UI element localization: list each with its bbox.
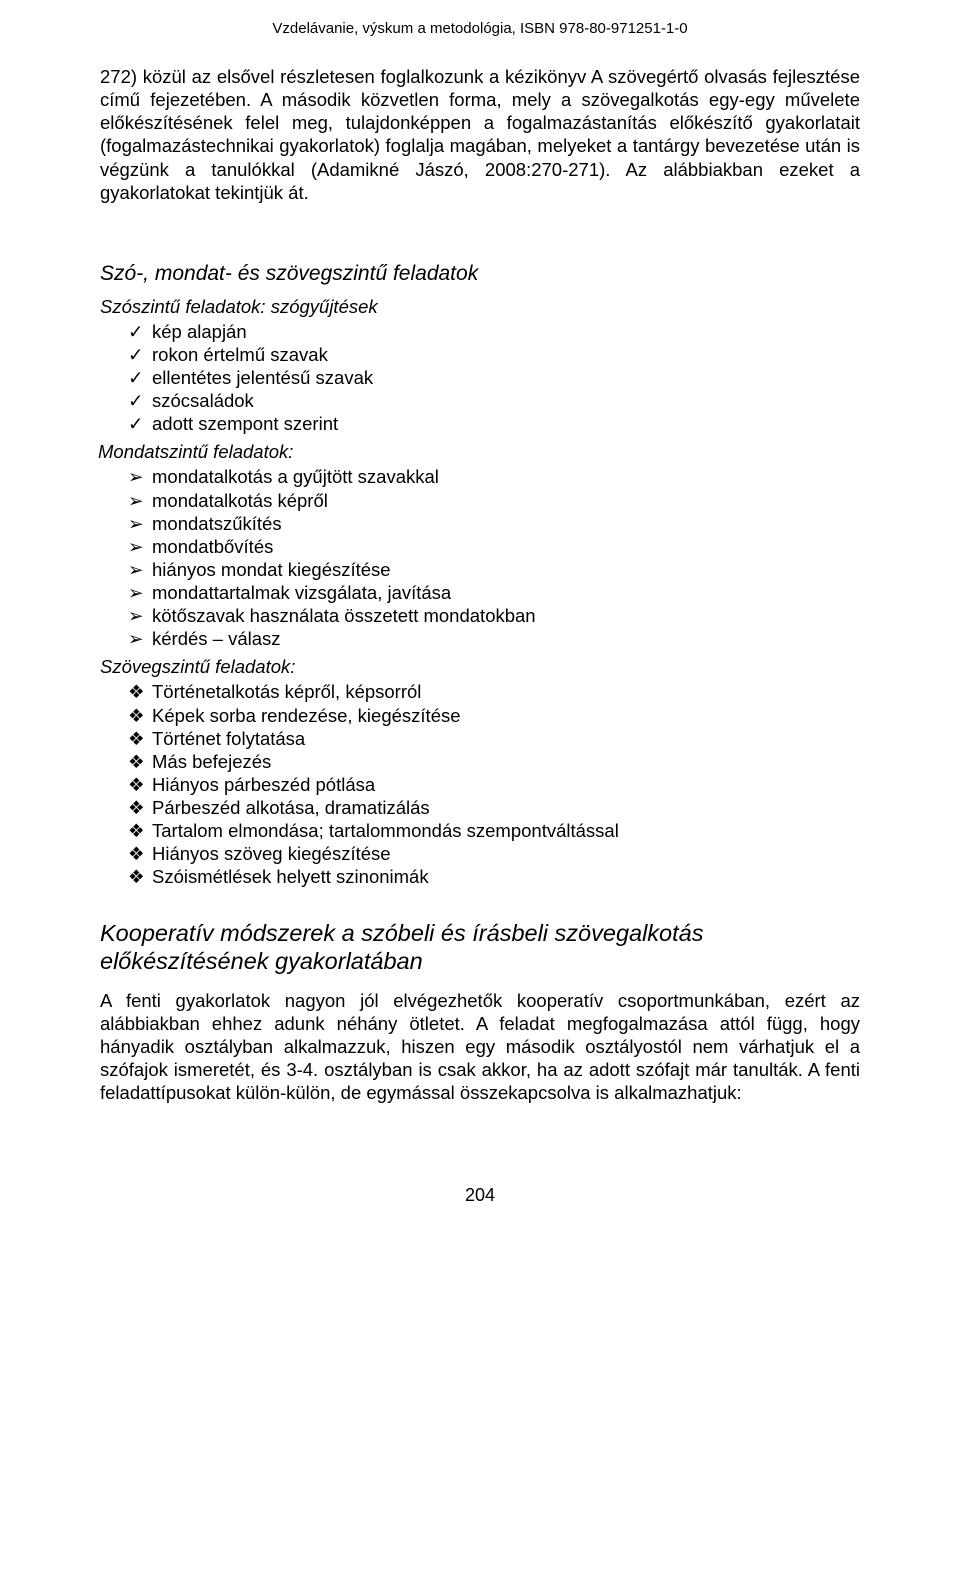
document-page: Vzdelávanie, výskum a metodológia, ISBN … <box>0 0 960 1585</box>
list-item-label: Képek sorba rendezése, kiegészítése <box>152 705 461 726</box>
diamond-icon: ❖ <box>128 842 145 865</box>
diamond-icon: ❖ <box>128 727 145 750</box>
list-item: ❖ Hiányos párbeszéd pótlása <box>100 773 860 796</box>
mondatszintu-list: ➢ mondatalkotás a gyűjtött szavakkal ➢ mon… <box>100 465 860 650</box>
diamond-icon: ❖ <box>128 680 145 703</box>
subheading-szoszintu: Szószintű feladatok: szógyűjtések <box>100 296 860 318</box>
list-item: ➢ mondatalkotás a gyűjtött szavakkal <box>100 465 860 488</box>
list-item-label: kép alapján <box>152 321 247 342</box>
list-item-label: Szóismétlések helyett szinonimák <box>152 866 429 887</box>
diamond-icon: ❖ <box>128 819 145 842</box>
list-item-label: mondatszűkítés <box>152 513 282 534</box>
diamond-icon: ❖ <box>128 865 145 888</box>
list-item: ❖ Párbeszéd alkotása, dramatizálás <box>100 796 860 819</box>
szovegszintu-list: ❖ Történetalkotás képről, képsorról ❖ Képe… <box>100 680 860 888</box>
arrow-icon: ➢ <box>128 535 144 558</box>
check-icon: ✓ <box>128 389 144 412</box>
arrow-icon: ➢ <box>128 465 144 488</box>
intro-paragraph: 272) közül az elsővel részletesen foglal… <box>100 65 860 204</box>
list-item-label: Hiányos szöveg kiegészítése <box>152 843 391 864</box>
list-item: ❖ Szóismétlések helyett szinonimák <box>100 865 860 888</box>
list-item: ➢ hiányos mondat kiegészítése <box>100 558 860 581</box>
list-item-label: adott szempont szerint <box>152 413 338 434</box>
list-item: ➢ mondattartalmak vizsgálata, javítása <box>100 581 860 604</box>
diamond-icon: ❖ <box>128 750 145 773</box>
list-item-label: mondattartalmak vizsgálata, javítása <box>152 582 451 603</box>
list-item-label: mondatalkotás a gyűjtött szavakkal <box>152 466 439 487</box>
arrow-icon: ➢ <box>128 581 144 604</box>
subheading-mondatszintu: Mondatszintű feladatok: <box>98 441 860 463</box>
list-item-label: Párbeszéd alkotása, dramatizálás <box>152 797 430 818</box>
list-item: ❖ Történet folytatása <box>100 727 860 750</box>
szoszintu-list: ✓ kép alapján ✓ rokon értelmű szavak ✓ elle… <box>100 320 860 436</box>
list-item-label: hiányos mondat kiegészítése <box>152 559 391 580</box>
list-item: ❖ Hiányos szöveg kiegészítése <box>100 842 860 865</box>
diamond-icon: ❖ <box>128 704 145 727</box>
diamond-icon: ❖ <box>128 796 145 819</box>
check-icon: ✓ <box>128 320 144 343</box>
list-item: ✓ ellentétes jelentésű szavak <box>100 366 860 389</box>
list-item-label: Más befejezés <box>152 751 271 772</box>
list-item-label: Tartalom elmondása; tartalommondás szemp… <box>152 820 619 841</box>
list-item-label: Történet folytatása <box>152 728 305 749</box>
closing-paragraph: A fenti gyakorlatok nagyon jól elvégezhe… <box>100 989 860 1105</box>
arrow-icon: ➢ <box>128 627 144 650</box>
page-header: Vzdelávanie, výskum a metodológia, ISBN … <box>100 20 860 37</box>
list-item: ❖ Képek sorba rendezése, kiegészítése <box>100 704 860 727</box>
list-item: ➢ kötőszavak használata összetett mondato… <box>100 604 860 627</box>
section-title-1: Szó-, mondat- és szövegszintű feladatok <box>100 262 860 286</box>
list-item: ✓ kép alapján <box>100 320 860 343</box>
list-item-label: mondatbővítés <box>152 536 273 557</box>
check-icon: ✓ <box>128 412 144 435</box>
list-item-label: ellentétes jelentésű szavak <box>152 367 373 388</box>
list-item: ❖ Más befejezés <box>100 750 860 773</box>
page-number: 204 <box>100 1185 860 1206</box>
list-item-label: Hiányos párbeszéd pótlása <box>152 774 375 795</box>
list-item: ✓ adott szempont szerint <box>100 412 860 435</box>
check-icon: ✓ <box>128 343 144 366</box>
section-title-2: Kooperatív módszerek a szóbeli és írásbe… <box>100 919 860 975</box>
list-item-label: rokon értelmű szavak <box>152 344 328 365</box>
arrow-icon: ➢ <box>128 512 144 535</box>
list-item-label: kérdés – válasz <box>152 628 281 649</box>
list-item: ❖ Tartalom elmondása; tartalommondás szem… <box>100 819 860 842</box>
list-item: ➢ mondatalkotás képről <box>100 489 860 512</box>
list-item: ➢ mondatbővítés <box>100 535 860 558</box>
arrow-icon: ➢ <box>128 558 144 581</box>
list-item: ➢ kérdés – válasz <box>100 627 860 650</box>
list-item: ✓ szócsaládok <box>100 389 860 412</box>
list-item: ➢ mondatszűkítés <box>100 512 860 535</box>
list-item-label: mondatalkotás képről <box>152 490 328 511</box>
list-item-label: Történetalkotás képről, képsorról <box>152 681 421 702</box>
list-item: ✓ rokon értelmű szavak <box>100 343 860 366</box>
arrow-icon: ➢ <box>128 489 144 512</box>
check-icon: ✓ <box>128 366 144 389</box>
subheading-szovegszintu: Szövegszintű feladatok: <box>100 656 860 678</box>
arrow-icon: ➢ <box>128 604 144 627</box>
list-item: ❖ Történetalkotás képről, képsorról <box>100 680 860 703</box>
list-item-label: kötőszavak használata összetett mondatok… <box>152 605 536 626</box>
list-item-label: szócsaládok <box>152 390 254 411</box>
diamond-icon: ❖ <box>128 773 145 796</box>
